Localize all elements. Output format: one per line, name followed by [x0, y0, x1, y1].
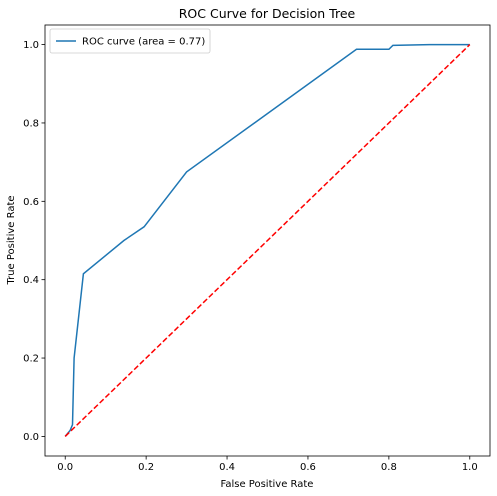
x-tick-label: 0.0	[57, 462, 73, 473]
y-tick-label: 1.0	[23, 40, 39, 51]
y-axis-label: True Positive Rate	[6, 195, 17, 285]
plot-frame	[44, 24, 491, 457]
x-axis-label: False Positive Rate	[221, 479, 314, 490]
legend: ROC curve (area = 0.77)	[49, 28, 211, 54]
series-line-0	[64, 43, 470, 437]
x-tick-label: 0.4	[219, 462, 235, 473]
x-tick-label: 0.2	[138, 462, 154, 473]
x-tick-label: 1.0	[462, 462, 478, 473]
x-tick-label: 0.6	[300, 462, 316, 473]
x-axis: 0.0 0.2 0.4 0.6 0.8 1.0	[57, 456, 478, 473]
y-axis: 0.0 0.2 0.4 0.6 0.8 1.0	[23, 40, 45, 443]
y-tick-label: 0.6	[23, 197, 39, 208]
chart-title: ROC Curve for Decision Tree	[179, 6, 356, 21]
legend-label-0: ROC curve (area = 0.77)	[82, 37, 205, 48]
plot-area	[44, 24, 491, 457]
legend-box	[49, 28, 211, 54]
y-tick-label: 0.0	[23, 432, 39, 443]
y-tick-label: 0.8	[23, 118, 39, 129]
y-tick-label: 0.2	[23, 354, 39, 365]
y-tick-label: 0.4	[23, 275, 39, 286]
series-line-1	[64, 44, 471, 437]
x-tick-label: 0.8	[381, 462, 397, 473]
